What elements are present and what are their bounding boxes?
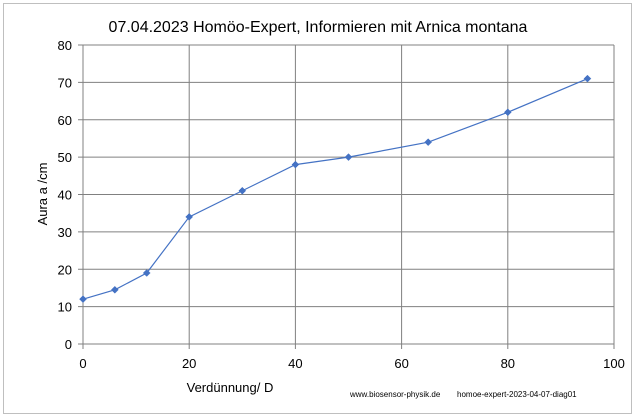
grid	[83, 44, 615, 344]
y-tick-label: 60	[58, 113, 72, 128]
data-point-marker	[291, 160, 300, 169]
x-tick-label: 20	[182, 356, 196, 371]
tick-labels: 0 10 20 30 40 50 60 70 80 0 20 40 60 80 100	[58, 38, 625, 371]
axes	[78, 44, 615, 349]
x-tick-label: 80	[501, 356, 515, 371]
data-point-marker	[344, 153, 353, 161]
y-tick-label: 0	[65, 337, 72, 352]
y-tick-label: 70	[58, 75, 72, 90]
y-tick-label: 30	[58, 225, 72, 240]
data-point-marker	[238, 186, 247, 195]
data-point-marker	[185, 213, 194, 221]
y-tick-label: 10	[58, 300, 72, 315]
data-point-marker	[111, 285, 119, 294]
series-line	[82, 78, 588, 300]
data-point-marker	[503, 108, 512, 117]
x-tick-label: 0	[79, 356, 86, 371]
footer-diagram-id: homoe-expert-2023-04-07-diag01	[457, 390, 577, 399]
x-tick-label: 60	[394, 356, 408, 371]
chart-frame	[3, 3, 632, 414]
series	[79, 74, 592, 304]
data-point-marker	[583, 74, 592, 83]
y-axis-title: Aura a /cm	[35, 163, 50, 226]
x-axis-title: Verdünnung/ D	[187, 380, 274, 395]
y-tick-label: 50	[58, 150, 72, 165]
data-point-marker	[142, 269, 151, 277]
data-point-marker	[79, 295, 87, 304]
x-tick-label: 100	[603, 356, 625, 371]
data-point-marker	[424, 138, 433, 147]
chart-title: 07.04.2023 Homöo-Expert, Informieren mit…	[109, 19, 528, 36]
y-tick-label: 40	[58, 188, 72, 203]
footer-website: www.biosensor-physik.de	[349, 390, 441, 399]
x-tick-label: 40	[288, 356, 302, 371]
y-tick-label: 80	[58, 38, 72, 53]
y-tick-label: 20	[58, 262, 72, 277]
